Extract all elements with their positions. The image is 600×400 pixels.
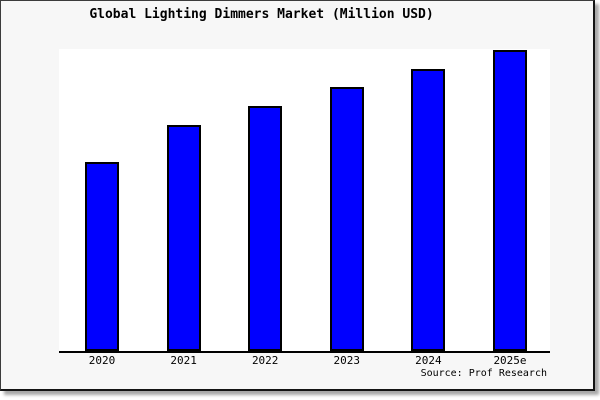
x-tick-label-2024: 2024: [415, 354, 442, 367]
x-tick-label-2020: 2020: [88, 354, 116, 367]
bar-2021: [166, 125, 201, 351]
bar-2022: [248, 106, 283, 351]
x-tick-label-2022: 2022: [251, 354, 279, 367]
bar-2024: [411, 69, 446, 351]
x-axis-line: [59, 351, 550, 353]
x-tick-label-2021: 2021: [170, 354, 197, 367]
bar-2025e: [493, 50, 527, 351]
source-credit: Source: Prof Research: [420, 368, 547, 379]
plot-area: [59, 49, 550, 351]
chart-title: Global Lighting Dimmers Market (Million …: [89, 7, 434, 22]
bar-2023: [329, 87, 364, 351]
x-tick-label-2025e: 2025e: [493, 354, 527, 367]
bar-2020: [85, 162, 119, 351]
x-tick-label-2023: 2023: [333, 354, 361, 367]
